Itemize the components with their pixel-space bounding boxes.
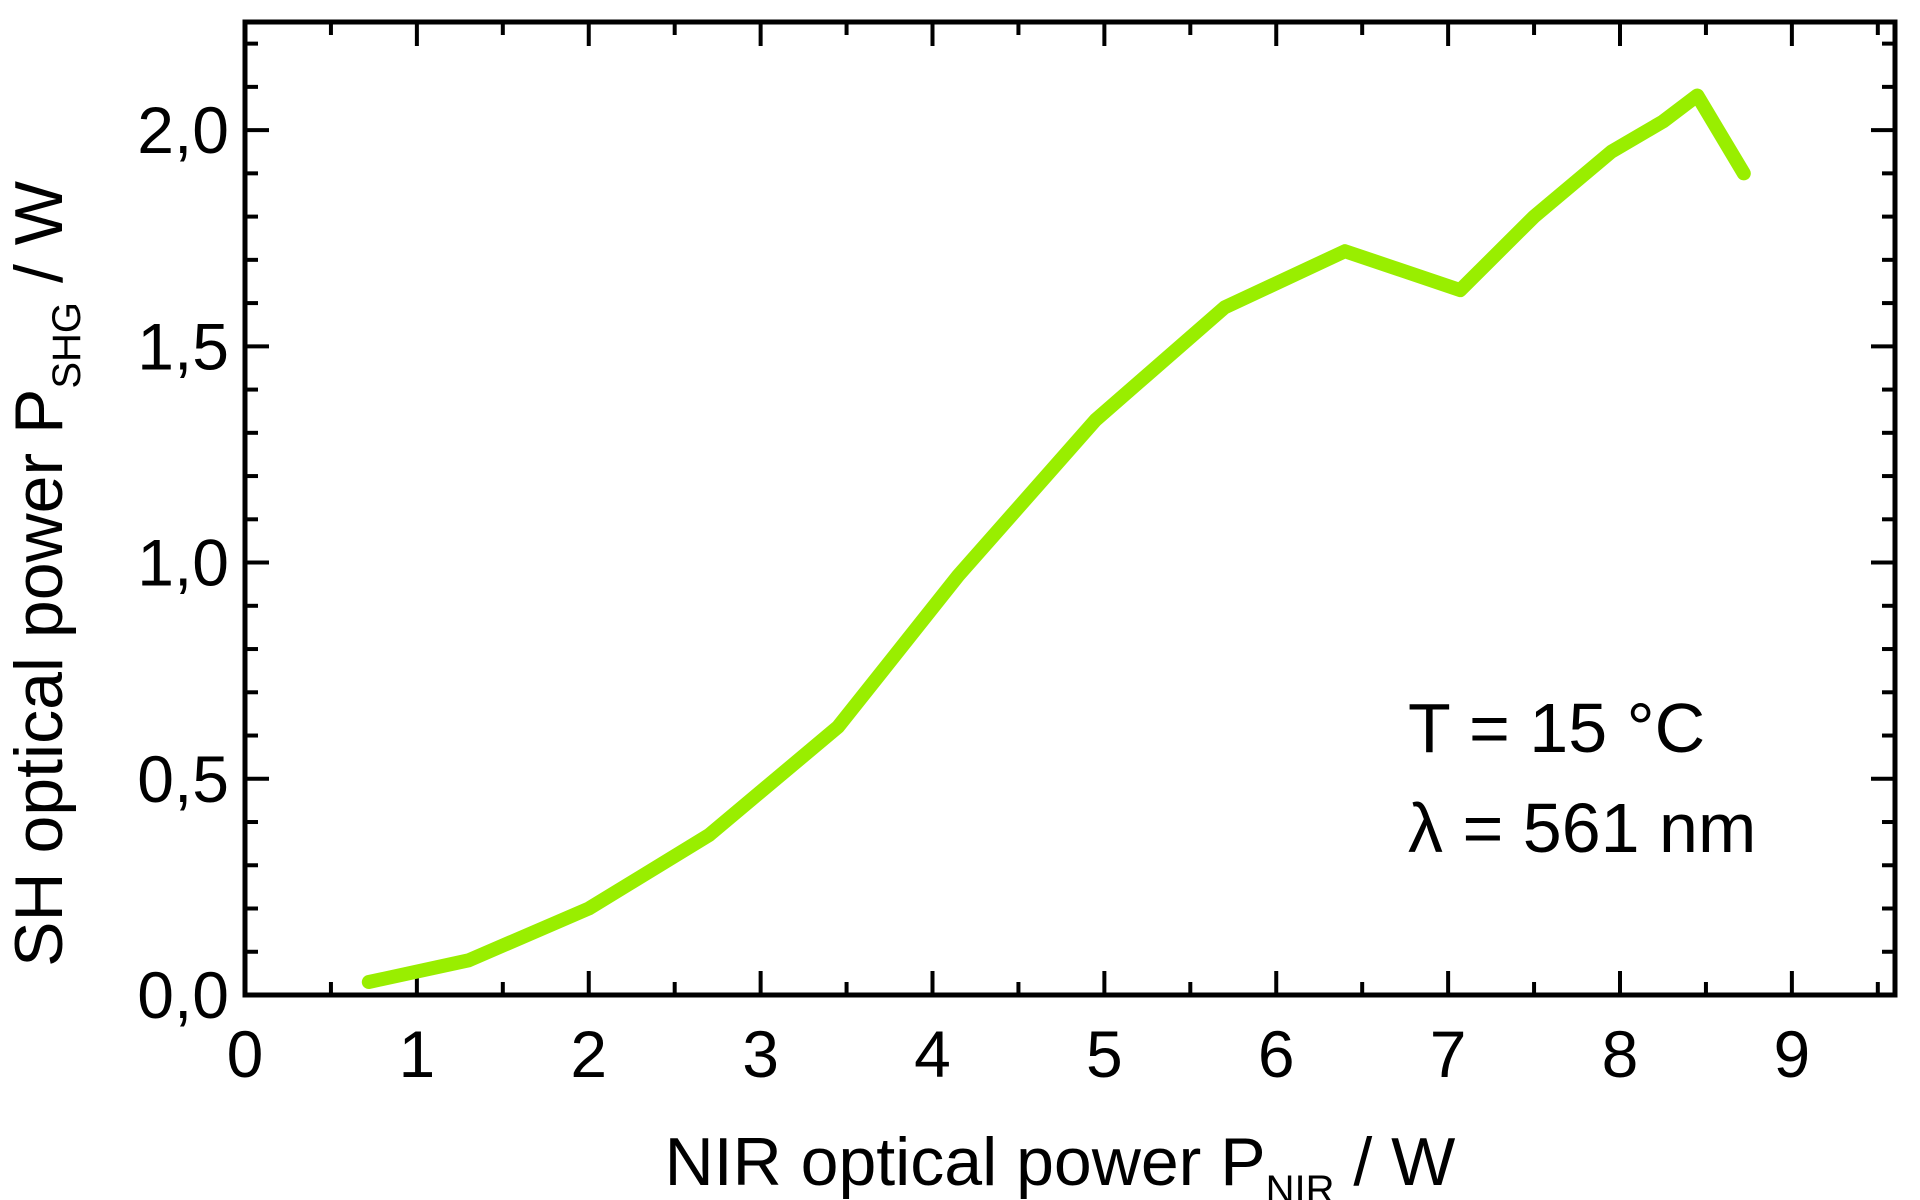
annotation-temperature: T = 15 °C xyxy=(1408,689,1705,767)
plot-frame xyxy=(242,19,1898,998)
plot-area xyxy=(242,19,1898,998)
y-axis-title-subscript: SHG xyxy=(45,302,89,389)
y-tick-label: 1,5 xyxy=(137,309,229,383)
y-axis-title-unit: / W xyxy=(1,181,77,302)
x-axis-title-main: NIR optical power P xyxy=(665,1124,1266,1200)
x-axis-title-subscript: NIR xyxy=(1266,1168,1335,1200)
y-tick-label: 1,0 xyxy=(137,526,229,600)
x-tick-label: 9 xyxy=(1774,1017,1811,1091)
series-layer xyxy=(361,88,1751,989)
y-axis-title-main: SH optical power P xyxy=(1,389,77,967)
y-tick-label: 0,5 xyxy=(137,742,229,816)
y-tick-label: 2,0 xyxy=(137,93,229,167)
x-tick-label: 4 xyxy=(914,1017,951,1091)
axis-tick-labels: 0 1 2 3 4 5 6 7 8 9 0,0 0,5 1,0 1,5 2,0 xyxy=(137,93,1810,1091)
x-tick-label: 6 xyxy=(1258,1017,1295,1091)
x-tick-label: 8 xyxy=(1602,1017,1639,1091)
x-tick-label: 1 xyxy=(399,1017,436,1091)
axis-ticks xyxy=(243,22,1895,997)
x-tick-label: 3 xyxy=(742,1017,779,1091)
x-tick-label: 0 xyxy=(227,1017,264,1091)
x-tick-label: 5 xyxy=(1086,1017,1123,1091)
y-tick-label: 0,0 xyxy=(137,958,229,1032)
x-axis-title: NIR optical power PNIR / W xyxy=(665,1124,1456,1200)
x-tick-label: 2 xyxy=(570,1017,607,1091)
x-tick-label: 7 xyxy=(1430,1017,1467,1091)
series-line-0 xyxy=(361,88,1751,989)
y-axis-title: SH optical power PSHG / W xyxy=(1,181,89,967)
x-axis-title-unit: / W xyxy=(1334,1124,1455,1200)
annotation-wavelength: λ = 561 nm xyxy=(1408,789,1756,867)
